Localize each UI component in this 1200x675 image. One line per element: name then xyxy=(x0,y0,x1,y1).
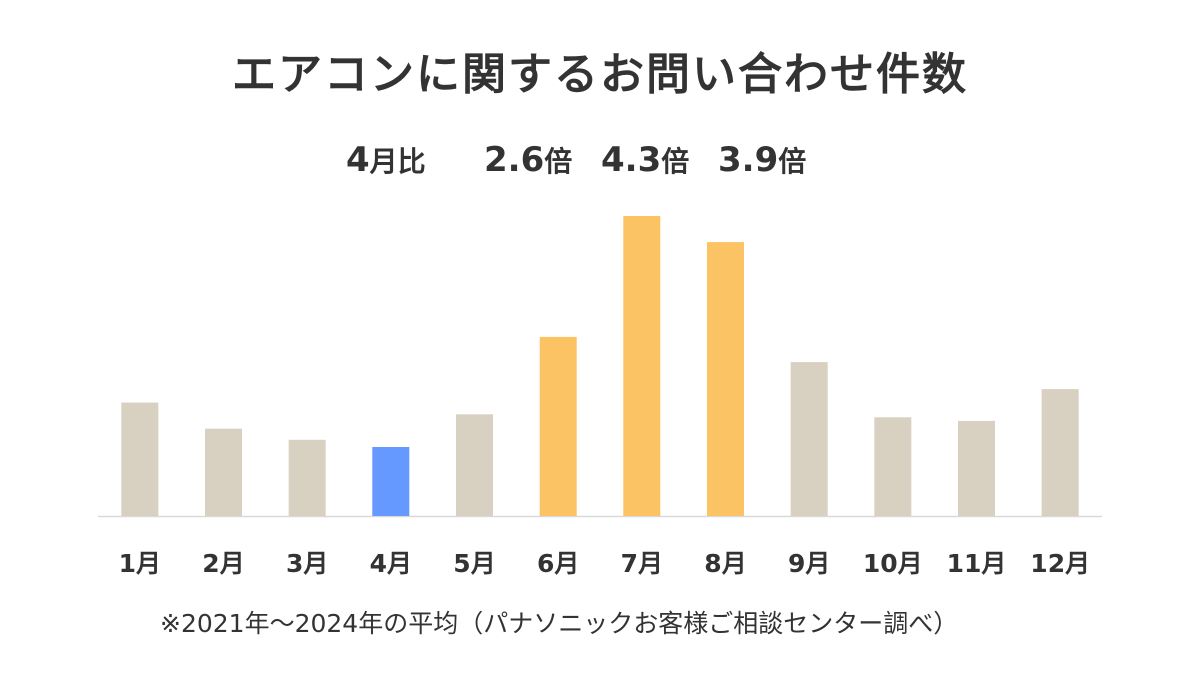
x-tick-label-12: 12月 xyxy=(1030,549,1090,578)
bar-1 xyxy=(121,402,159,516)
bar-11 xyxy=(958,420,995,516)
x-tick-label-1: 1月 xyxy=(119,549,161,578)
x-tick-label-8: 8月 xyxy=(704,549,746,578)
bar-10 xyxy=(874,417,912,516)
ratio-august-unit: 倍 xyxy=(778,145,807,178)
bar-8 xyxy=(707,242,744,516)
ratio-header: 4月比 2.6倍 4.3倍 3.9倍 xyxy=(0,140,1200,186)
x-tick-label-4: 4月 xyxy=(370,549,412,578)
ratio-june-value: 2.6 xyxy=(484,140,545,180)
ratio-base-month: 4 xyxy=(346,140,370,180)
bar-2 xyxy=(205,428,242,516)
chart-title: エアコンに関するお問い合わせ件数 xyxy=(232,49,968,100)
x-tick-label-5: 5月 xyxy=(453,549,495,578)
ratio-base-suffix: 月比 xyxy=(369,145,426,178)
ratio-august: 3.9倍 xyxy=(718,140,806,180)
bar-6 xyxy=(539,336,577,516)
bar-12 xyxy=(1041,389,1079,516)
ratio-june-unit: 倍 xyxy=(544,145,573,178)
x-tick-label-7: 7月 xyxy=(621,549,663,578)
ratio-july-value: 4.3 xyxy=(601,140,662,180)
ratio-base-label: 4月比 xyxy=(346,140,426,180)
ratio-august-value: 3.9 xyxy=(718,140,779,180)
bar-7 xyxy=(623,216,661,516)
footnote: ※2021年〜2024年の平均（パナソニックお客様ご相談センター調べ） xyxy=(160,609,959,638)
x-tick-label-6: 6月 xyxy=(537,549,579,578)
bar-3 xyxy=(288,439,326,516)
ratio-june: 2.6倍 xyxy=(484,140,572,180)
bar-5 xyxy=(456,414,493,516)
bar-chart: 1月 2月 3月 4月 5月 6月 7月 8月 9月 10月 11月 12月 xyxy=(98,216,1102,578)
x-tick-label-11: 11月 xyxy=(947,549,1007,578)
bar-4 xyxy=(372,447,410,516)
x-tick-label-2: 2月 xyxy=(202,549,244,578)
x-tick-label-9: 9月 xyxy=(788,549,830,578)
ratio-july-unit: 倍 xyxy=(661,145,690,178)
x-tick-label-10: 10月 xyxy=(863,549,923,578)
bar-9 xyxy=(790,362,828,516)
ratio-july: 4.3倍 xyxy=(601,140,689,180)
x-tick-label-3: 3月 xyxy=(286,549,328,578)
